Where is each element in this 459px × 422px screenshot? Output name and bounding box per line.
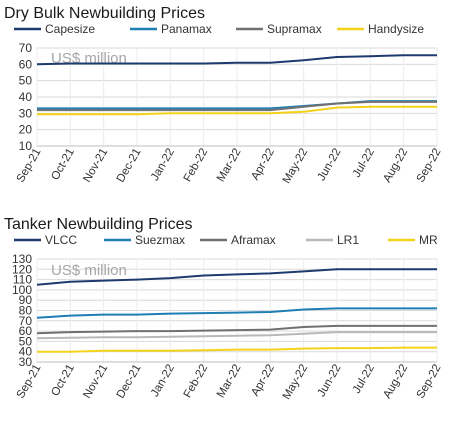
y-tick-label: 40 (19, 345, 33, 359)
x-tick-label: Feb-22 (182, 363, 211, 401)
chart-title: Dry Bulk Newbuilding Prices (4, 5, 205, 22)
y-tick-label: 50 (19, 74, 33, 88)
series-line-aframax (36, 324, 437, 335)
x-tick-label: Jan-22 (149, 147, 177, 183)
y-tick-label: 80 (19, 304, 33, 318)
y-tick-label: 70 (19, 314, 33, 328)
chart-title: Tanker Newbuilding Prices (4, 216, 193, 233)
x-tick-label: Jun-22 (316, 147, 344, 183)
x-tick-label: Jun-22 (316, 363, 344, 399)
x-tick-label: Aug-22 (381, 147, 410, 185)
y-tick-label: 110 (13, 273, 32, 287)
x-tick-label: Jan-22 (149, 363, 177, 399)
legend-label: Capesize (45, 22, 95, 36)
y-tick-label: 70 (19, 41, 33, 55)
x-tick-label: Aug-22 (381, 363, 410, 401)
legend-label: VLCC (45, 233, 77, 247)
y-tick-label: 90 (19, 293, 33, 307)
y-tick-label: 50 (19, 334, 33, 348)
series-line-suezmax (36, 307, 437, 319)
series-line-capesize (36, 54, 437, 66)
legend-label: Panamax (161, 22, 212, 36)
legend-label: Suezmax (135, 233, 185, 247)
x-tick-label: Dec-21 (115, 363, 144, 401)
x-tick-label: May-22 (281, 147, 311, 186)
x-tick-label: Mar-22 (215, 363, 244, 401)
y-tick-label: 30 (19, 355, 33, 369)
x-tick-label: Feb-22 (182, 147, 211, 185)
y-tick-label: 30 (19, 106, 33, 120)
x-tick-label: Oct-21 (49, 363, 77, 399)
x-tick-label: Jul-22 (351, 363, 377, 396)
legend-label: Supramax (267, 22, 322, 36)
x-tick-label: Nov-21 (81, 147, 110, 185)
unit-annotation: US$ million (51, 262, 127, 279)
x-tick-label: Jul-22 (351, 147, 377, 180)
series-line-vlcc (36, 268, 437, 286)
series-line-lr1 (36, 331, 437, 340)
y-tick-label: 100 (12, 283, 32, 297)
y-tick-label: 20 (19, 123, 33, 137)
x-tick-label: Apr-22 (249, 147, 277, 183)
x-tick-label: Sep-22 (415, 147, 444, 185)
y-tick-label: 10 (19, 139, 33, 153)
legend-label: MR (419, 233, 438, 247)
legend-label: Handysize (368, 22, 424, 36)
x-tick-label: Sep-22 (415, 363, 444, 401)
y-tick-label: 130 (12, 252, 32, 266)
legend-label: Aframax (231, 233, 276, 247)
y-tick-label: 60 (19, 324, 33, 338)
series-line-mr (37, 346, 437, 353)
series-line-handysize (37, 105, 437, 116)
x-tick-label: Mar-22 (215, 147, 244, 185)
y-tick-label: 40 (19, 90, 33, 104)
y-tick-label: 120 (12, 262, 32, 276)
legend-label: LR1 (337, 233, 359, 247)
series-line-supramax (37, 100, 437, 112)
x-tick-label: Apr-22 (249, 363, 277, 399)
x-tick-label: Dec-21 (115, 147, 144, 185)
y-tick-label: 60 (19, 57, 33, 71)
x-tick-label: May-22 (281, 363, 311, 402)
x-tick-label: Nov-21 (81, 363, 110, 401)
x-tick-label: Oct-21 (49, 147, 77, 183)
